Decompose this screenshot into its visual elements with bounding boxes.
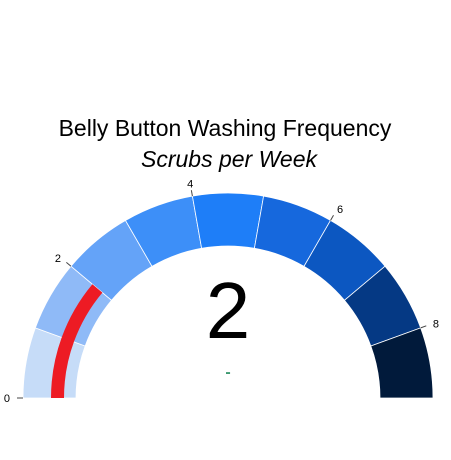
gauge-value-number: 2: [206, 266, 251, 355]
gauge-tick-label: 2: [55, 253, 61, 265]
gauge-step-8: [370, 327, 434, 399]
gauge-delta-indicator: -: [225, 364, 230, 381]
chart-subtitle: Scrubs per Week: [141, 146, 318, 172]
chart-title: Belly Button Washing Frequency: [59, 115, 392, 141]
gauge-value-bar: [51, 284, 103, 398]
gauge-step-4: [191, 192, 265, 249]
gauge-value-bar-group: [51, 284, 103, 398]
gauge-steps: [22, 192, 434, 399]
gauge-tick-label: 4: [187, 178, 193, 190]
gauge-axis: 0 2 4 6 8: [4, 178, 439, 405]
gauge-tick-mark: [190, 190, 193, 197]
gauge-tick-mark: [420, 325, 427, 329]
gauge-tick-label: 8: [433, 318, 439, 330]
gauge-tick-mark: [66, 261, 72, 267]
gauge-tick-label: 0: [4, 393, 10, 405]
gauge-tick-mark: [330, 215, 334, 221]
gauge-tick-label: 6: [337, 204, 343, 216]
